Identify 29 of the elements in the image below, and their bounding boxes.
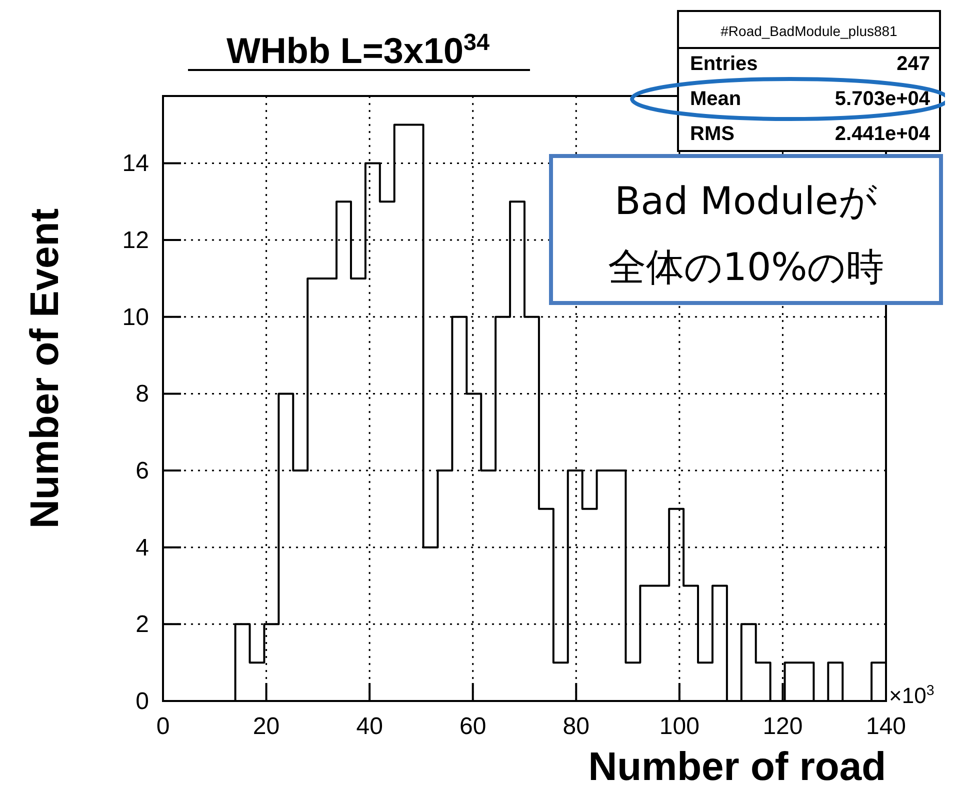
chart-title: WHbb L=3x10$^{34}$ (226, 29, 490, 71)
text: Entries (690, 53, 758, 75)
y-tick-label: 8 (136, 380, 149, 408)
y-axis-title: Number of Event (23, 208, 67, 529)
x-tick-label: 120 (762, 713, 803, 740)
x-tick-label: 0 (156, 713, 170, 740)
y-tick-label: 6 (136, 458, 149, 485)
y-tick-label: 2 (136, 611, 149, 638)
y-tick-label: 0 (136, 688, 149, 715)
annotation: 5.703e+04 (834, 88, 931, 110)
y-tick-label: 12 (122, 227, 149, 254)
x-tick-label: 100 (659, 713, 700, 740)
x-tick-label: 20 (252, 713, 280, 740)
x-axis-title: Number of road (588, 745, 886, 789)
annotation: Bad Moduleが (614, 179, 878, 223)
x-tick-label: 60 (460, 713, 486, 740)
y-tick-label: 4 (136, 534, 149, 562)
y-tick-label: 14 (122, 150, 149, 178)
x-tick-label: 40 (356, 713, 383, 740)
x-tick-label: 140 (866, 713, 906, 740)
x-tick-label: 80 (562, 713, 590, 740)
y-tick-label: 10 (122, 304, 149, 331)
annotation: 全体の10%の時 (608, 245, 884, 289)
text: #Road_BadModule_plus881 (720, 23, 898, 39)
annotation: Mean (690, 88, 742, 110)
text: 247 (896, 53, 930, 75)
annotation: RMS (690, 123, 734, 145)
text: ×10$^{3}$ (889, 683, 934, 708)
annotation: 2.441e+04 (834, 123, 931, 145)
